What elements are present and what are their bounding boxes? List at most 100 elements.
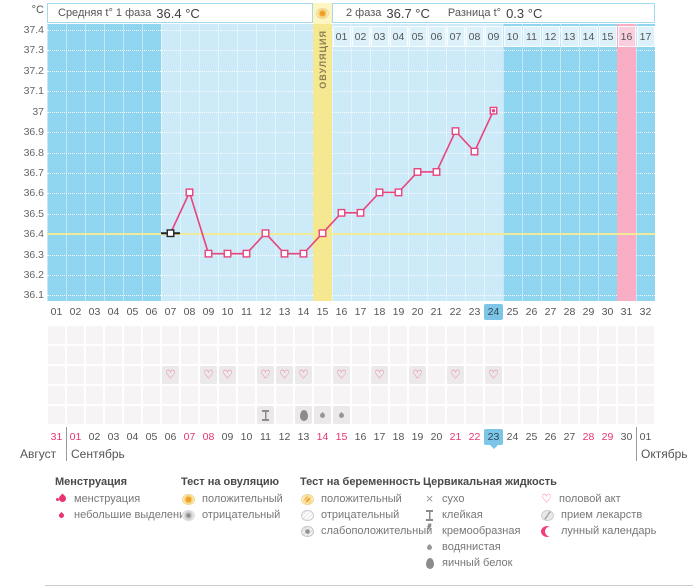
grid-cell-r1-d6[interactable] [143,326,160,344]
grid-cell-r3-d23[interactable] [466,366,483,384]
cycle-day-02[interactable]: 02 [69,306,82,318]
grid-cell-r2-d24[interactable] [485,346,502,364]
column-day-2[interactable] [66,24,85,301]
date-cell-07[interactable]: 07 [183,431,196,443]
temp-marker-day-22-36.9[interactable] [451,127,460,136]
cycle-day-08[interactable]: 08 [183,306,196,318]
grid-cell-r1-d25[interactable] [504,326,521,344]
date-cell-20[interactable]: 20 [430,431,443,443]
temp-marker-day-21-36.7[interactable] [432,168,441,176]
cycle-day-04[interactable]: 04 [107,306,120,318]
date-cell-09[interactable]: 09 [221,431,234,443]
cycle-day-30[interactable]: 30 [601,306,614,318]
grid-cell-r1-d30[interactable] [599,326,616,344]
grid-cell-r2-d21[interactable] [428,346,445,364]
grid-cell-r1-d11[interactable] [238,326,255,344]
cycle-day-06[interactable]: 06 [145,306,158,318]
column-day-3[interactable] [85,24,104,301]
grid-cell-r3-d2[interactable] [67,366,84,384]
cervical-watery-day-15[interactable] [314,406,331,424]
column-day-8[interactable] [180,24,199,301]
grid-cell-r4-d25[interactable] [504,386,521,404]
grid-cell-r4-d22[interactable] [447,386,464,404]
cycle-day-26[interactable]: 26 [525,306,538,318]
date-cell-31[interactable]: 31 [50,431,63,443]
dpo-cell-05[interactable]: 05 [408,26,427,47]
grid-cell-r1-d20[interactable] [409,326,426,344]
grid-cell-r2-d18[interactable] [371,346,388,364]
intercourse-cell-day-16[interactable] [333,366,350,384]
date-cell-26[interactable]: 26 [544,431,557,443]
grid-cell-r2-d9[interactable] [200,346,217,364]
grid-cell-r4-d9[interactable] [200,386,217,404]
column-day-13[interactable] [275,24,294,301]
column-day-16[interactable] [332,24,351,301]
grid-cell-r1-d14[interactable] [295,326,312,344]
grid-cell-r4-d20[interactable] [409,386,426,404]
ovulation-column[interactable] [313,24,332,301]
grid-cell-r3-d28[interactable] [561,366,578,384]
grid-cell-r1-d1[interactable] [48,326,65,344]
column-day-26[interactable] [522,24,541,301]
grid-cell-r4-d24[interactable] [485,386,502,404]
date-cell-16[interactable]: 16 [354,431,367,443]
date-cell-01[interactable]: 01 [639,431,652,443]
cycle-day-13[interactable]: 13 [278,306,291,318]
grid-cell-r5-d32[interactable] [637,406,654,424]
grid-cell-r1-d23[interactable] [466,326,483,344]
intercourse-cell-day-20[interactable] [409,366,426,384]
grid-cell-r3-d8[interactable] [181,366,198,384]
grid-cell-r3-d29[interactable] [580,366,597,384]
intercourse-cell-day-12[interactable] [257,366,274,384]
grid-cell-r5-d22[interactable] [447,406,464,424]
temp-marker-day-20-36.7[interactable] [413,168,422,176]
temp-marker-day-7-36.4[interactable] [166,229,175,238]
grid-cell-r4-d10[interactable] [219,386,236,404]
temp-marker-day-15-36.4[interactable] [318,229,327,238]
grid-cell-r2-d22[interactable] [447,346,464,364]
temp-marker-day-19-36.6[interactable] [394,188,403,197]
column-day-32[interactable] [636,24,655,301]
cycle-day-28[interactable]: 28 [563,306,576,318]
grid-cell-r1-d32[interactable] [637,326,654,344]
dpo-cell-10[interactable]: 10 [503,26,522,47]
grid-cell-r5-d11[interactable] [238,406,255,424]
grid-cell-r4-d26[interactable] [523,386,540,404]
grid-cell-r5-d13[interactable] [276,406,293,424]
grid-cell-r4-d13[interactable] [276,386,293,404]
cycle-day-23[interactable]: 23 [468,306,481,318]
temp-marker-day-13-36.3[interactable] [280,249,289,258]
cycle-day-09[interactable]: 09 [202,306,215,318]
date-cell-19[interactable]: 19 [411,431,424,443]
cycle-day-31[interactable]: 31 [620,306,633,318]
grid-cell-r4-d7[interactable] [162,386,179,404]
dpo-cell-01[interactable]: 01 [332,26,351,47]
column-day-14[interactable] [294,24,313,301]
dpo-cell-04[interactable]: 04 [389,26,408,47]
grid-cell-r5-d10[interactable] [219,406,236,424]
temp-marker-day-12-36.4[interactable] [261,229,270,238]
dpo-cell-16[interactable]: 16 [617,26,636,47]
grid-cell-r4-d29[interactable] [580,386,597,404]
grid-cell-r5-d17[interactable] [352,406,369,424]
dpo-cell-06[interactable]: 06 [427,26,446,47]
grid-cell-r2-d8[interactable] [181,346,198,364]
grid-cell-r5-d30[interactable] [599,406,616,424]
grid-cell-r2-d26[interactable] [523,346,540,364]
cervical-eggwhite-day-14[interactable] [295,406,312,424]
grid-cell-r1-d17[interactable] [352,326,369,344]
intercourse-cell-day-7[interactable] [162,366,179,384]
column-day-19[interactable] [389,24,408,301]
cervical-sticky-day-12[interactable] [257,406,274,424]
grid-cell-r5-d21[interactable] [428,406,445,424]
date-cell-29[interactable]: 29 [601,431,614,443]
date-cell-15[interactable]: 15 [335,431,348,443]
grid-cell-r5-d20[interactable] [409,406,426,424]
column-day-24[interactable] [484,24,503,301]
temp-marker-day-8-36.6[interactable] [185,188,194,197]
grid-cell-r5-d19[interactable] [390,406,407,424]
grid-cell-r1-d19[interactable] [390,326,407,344]
grid-cell-r5-d1[interactable] [48,406,65,424]
grid-cell-r5-d23[interactable] [466,406,483,424]
grid-cell-r5-d25[interactable] [504,406,521,424]
